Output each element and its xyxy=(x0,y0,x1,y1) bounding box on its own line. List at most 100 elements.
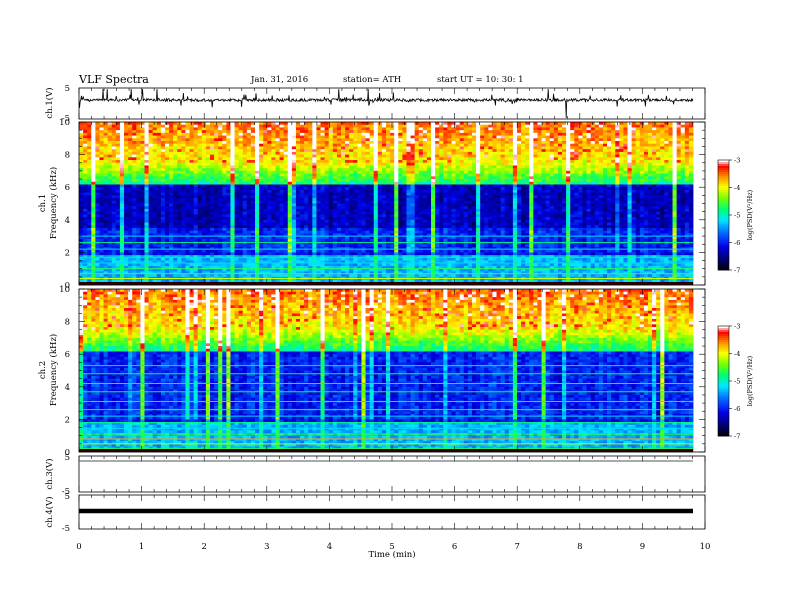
spectrogram-cell xyxy=(689,193,693,196)
spectrogram-cell xyxy=(599,184,603,187)
spectrogram-cell xyxy=(632,182,636,185)
spectrogram-cell xyxy=(476,155,480,158)
spectrogram-cell xyxy=(648,122,652,125)
spectrogram-cell xyxy=(566,204,570,207)
spectrogram-cell xyxy=(681,187,685,190)
spectrogram-cell xyxy=(423,152,427,155)
spectrogram-cell xyxy=(668,155,672,158)
spectrogram-cell xyxy=(427,160,431,163)
spectrogram-cell xyxy=(104,193,108,196)
spectrogram-cell xyxy=(275,165,279,168)
spectrogram-cell xyxy=(157,206,161,209)
spectrogram-cell xyxy=(673,184,677,187)
spectrogram-cell xyxy=(636,195,640,198)
spectrogram-cell xyxy=(648,163,652,166)
spectrogram-cell xyxy=(501,130,505,133)
spectrogram-cell xyxy=(468,171,472,174)
spectrogram-cell xyxy=(607,146,611,149)
spectrogram-cell xyxy=(603,144,607,147)
spectrogram-cell xyxy=(185,206,189,209)
spectrogram-cell xyxy=(181,127,185,130)
spectrogram-cell xyxy=(656,176,660,179)
spectrogram-cell xyxy=(149,144,153,147)
spectrogram-cell xyxy=(505,155,509,158)
spectrogram-cell xyxy=(222,201,226,204)
spectrogram-cell xyxy=(673,206,677,209)
spectrogram-cell xyxy=(333,193,337,196)
spectrogram-cell xyxy=(226,187,230,190)
spectrogram-cell xyxy=(439,130,443,133)
spectrogram-cell xyxy=(611,141,615,144)
spectrogram-cell xyxy=(423,141,427,144)
spectrogram-cell xyxy=(222,157,226,160)
spectrogram-cell xyxy=(124,168,128,171)
spectrogram-cell xyxy=(505,184,509,187)
spectrogram-cell xyxy=(329,141,333,144)
spectrogram-cell xyxy=(243,127,247,130)
spectrogram-cell xyxy=(689,198,693,201)
spectrogram-cell xyxy=(656,187,660,190)
spectrogram-cell xyxy=(104,179,108,182)
spectrogram-cell xyxy=(599,179,603,182)
spectrogram-cell xyxy=(255,163,259,166)
spectrogram-cell xyxy=(587,144,591,147)
spectrogram-cell xyxy=(91,190,95,193)
spectrogram-cell xyxy=(202,141,206,144)
spectrogram-cell xyxy=(636,168,640,171)
spectrogram-cell xyxy=(325,144,329,147)
spectrogram-cell xyxy=(243,144,247,147)
spectrogram-cell xyxy=(513,133,517,136)
spectrogram-cell xyxy=(591,141,595,144)
spectrogram-cell xyxy=(112,130,116,133)
spectrogram-cell xyxy=(243,182,247,185)
spectrogram-cell xyxy=(202,190,206,193)
spectrogram-cell xyxy=(615,195,619,198)
spectrogram-cell xyxy=(337,174,341,177)
spectrogram-cell xyxy=(239,144,243,147)
spectrogram-cell xyxy=(574,144,578,147)
spectrogram-cell xyxy=(398,146,402,149)
spectrogram-cell xyxy=(505,141,509,144)
spectrogram-cell xyxy=(411,155,415,158)
spectrogram-cell xyxy=(427,141,431,144)
spectrogram-cell xyxy=(247,163,251,166)
spectrogram-cell xyxy=(497,127,501,130)
spectrogram-cell xyxy=(169,122,173,125)
spectrogram-cell xyxy=(91,155,95,158)
spectrogram-cell xyxy=(239,187,243,190)
spectrogram-cell xyxy=(443,204,447,207)
spectrogram-cell xyxy=(161,138,165,141)
spectrogram-cell xyxy=(95,195,99,198)
spectrogram-cell xyxy=(513,141,517,144)
spectrogram-cell xyxy=(443,144,447,147)
spectrogram-cell xyxy=(361,127,365,130)
spectrogram-cell xyxy=(480,146,484,149)
spectrogram-cell xyxy=(423,171,427,174)
spectrogram-cell xyxy=(386,168,390,171)
spectrogram-cell xyxy=(521,176,525,179)
spectrogram-cell xyxy=(79,190,83,193)
date-label: Jan. 31, 2016 xyxy=(250,75,308,85)
spectrogram-cell xyxy=(230,193,234,196)
spectrogram-cell xyxy=(230,160,234,163)
spectrogram-cell xyxy=(542,138,546,141)
spectrogram-cell xyxy=(689,160,693,163)
spectrogram-cell xyxy=(292,152,296,155)
spectrogram-cell xyxy=(542,152,546,155)
spectrogram-cell xyxy=(574,152,578,155)
spectrogram-cell xyxy=(595,198,599,201)
spectrogram-cell xyxy=(222,133,226,136)
spectrogram-cell xyxy=(636,193,640,196)
spectrogram-cell xyxy=(542,127,546,130)
spectrogram-cell xyxy=(689,125,693,128)
spectrogram-cell xyxy=(120,125,124,128)
spectrogram-cell xyxy=(370,206,374,209)
spectrogram-cell xyxy=(161,152,165,155)
spectrogram-cell xyxy=(108,163,112,166)
spectrogram-cell xyxy=(128,152,132,155)
spectrogram-cell xyxy=(386,141,390,144)
spectrogram-cell xyxy=(345,152,349,155)
spectrogram-cell xyxy=(419,204,423,207)
spectrogram-cell xyxy=(304,204,308,207)
spectrogram-cell xyxy=(149,130,153,133)
